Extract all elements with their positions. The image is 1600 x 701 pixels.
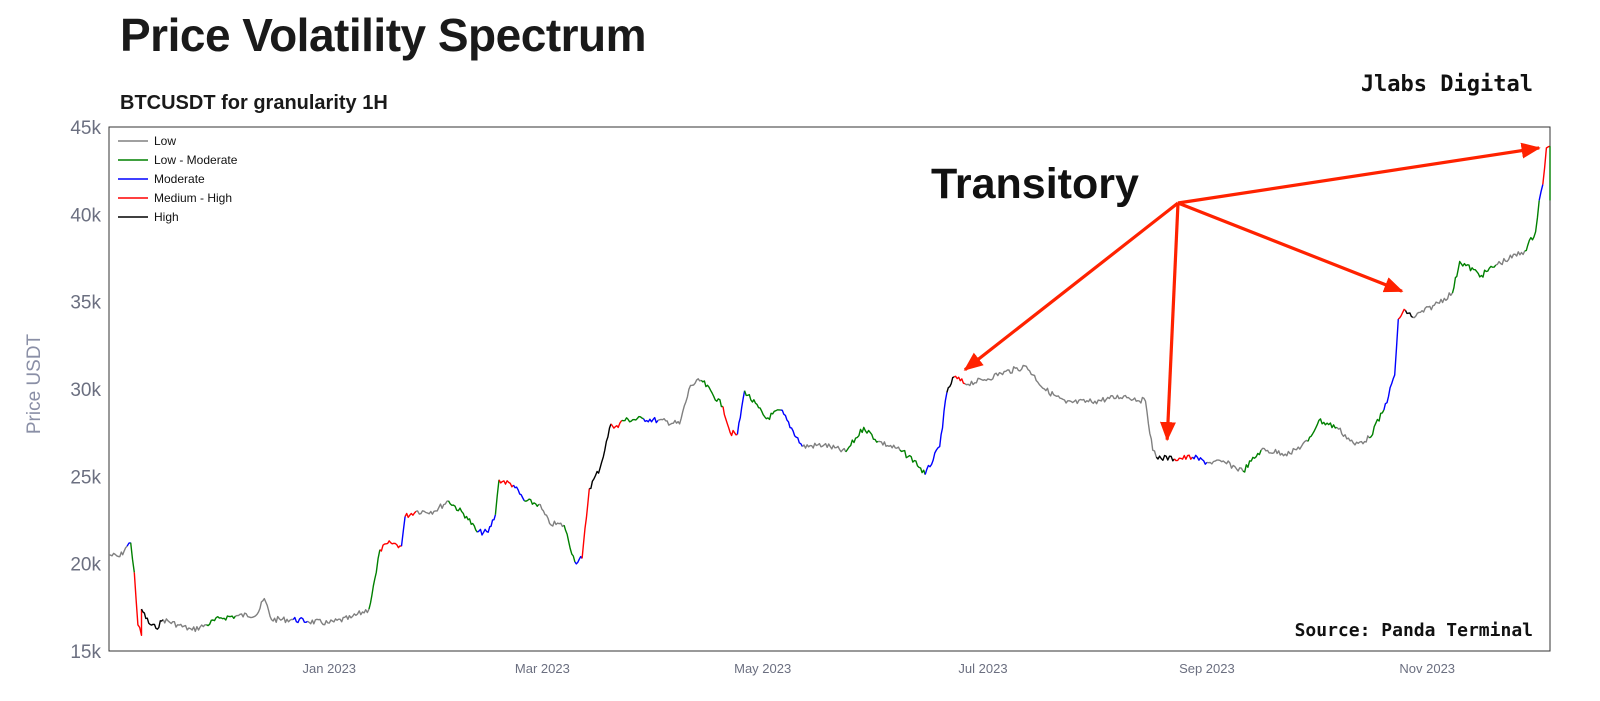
y-tick-label: 25k xyxy=(70,467,101,488)
series-segment xyxy=(379,540,402,552)
y-axis: 15k 20k 25k 30k 35k 40k 45k xyxy=(70,118,101,663)
series-segment xyxy=(1538,184,1544,201)
x-tick-label: Nov 2023 xyxy=(1399,661,1455,676)
series-segment xyxy=(946,376,955,393)
series-segment xyxy=(498,479,515,488)
x-tick-label: Mar 2023 xyxy=(515,661,570,676)
series-segment xyxy=(801,442,847,453)
series-segment xyxy=(780,409,804,447)
annotation-arrow xyxy=(1159,202,1180,442)
series-segment xyxy=(589,423,612,490)
series-segment xyxy=(415,500,449,515)
series-segment xyxy=(476,514,497,536)
series-segment xyxy=(140,608,164,630)
series-segment xyxy=(1260,439,1309,457)
legend-label: Moderate xyxy=(154,172,205,186)
series-segment xyxy=(743,390,781,421)
series-segment xyxy=(524,498,540,507)
series-segment xyxy=(1383,319,1399,411)
price-series xyxy=(108,145,1551,636)
series-segment xyxy=(1206,459,1244,472)
series-segment xyxy=(235,597,294,624)
series-segment xyxy=(538,503,565,528)
series-segment xyxy=(563,525,576,563)
x-tick-label: May 2023 xyxy=(734,661,791,676)
series-segment xyxy=(512,484,525,502)
source-label: Source: Panda Terminal xyxy=(1294,620,1533,641)
series-segment xyxy=(1242,449,1262,473)
legend-label: Low xyxy=(154,134,176,148)
series-segment xyxy=(404,510,417,519)
series-segment xyxy=(307,608,370,626)
series-segment xyxy=(736,390,746,435)
series-segment xyxy=(621,415,644,423)
series-segment xyxy=(1336,426,1370,446)
legend: Low Low - Moderate Moderate Medium - High Hi… xyxy=(118,134,238,224)
series-segment xyxy=(1451,260,1497,294)
series-segment xyxy=(722,406,738,437)
series-segment xyxy=(845,426,879,453)
annotation-arrow xyxy=(1177,201,1404,293)
series-segment xyxy=(657,378,702,426)
series-segment xyxy=(1524,200,1540,252)
series-segment xyxy=(108,545,128,558)
y-tick-label: 15k xyxy=(70,642,101,663)
series-segment xyxy=(400,516,406,547)
chart-title: Price Volatility Spectrum xyxy=(120,9,647,61)
series-segment xyxy=(1397,308,1406,320)
y-tick-label: 40k xyxy=(70,205,101,226)
series-segment xyxy=(642,416,659,424)
series-segment xyxy=(1192,454,1208,465)
brand-label: Jlabs Digital xyxy=(1360,72,1533,97)
series-segment xyxy=(133,572,143,636)
chart-subtitle: BTCUSDT for granularity 1H xyxy=(120,92,388,114)
annotation-arrow xyxy=(1177,142,1541,205)
series-segment xyxy=(581,488,590,559)
series-segment xyxy=(494,479,500,515)
x-tick-label: Sep 2023 xyxy=(1179,661,1235,676)
series-segment xyxy=(1412,292,1454,319)
series-segment xyxy=(574,555,583,565)
series-segment xyxy=(878,440,901,451)
series-segment xyxy=(1369,409,1385,439)
series-segment xyxy=(953,375,966,385)
x-tick-label: Jul 2023 xyxy=(958,661,1007,676)
y-axis-label: Price USDT xyxy=(24,333,45,434)
x-axis: Jan 2023 Mar 2023 May 2023 Jul 2023 Sep 2023… xyxy=(303,661,1455,676)
series-segment xyxy=(368,549,381,610)
x-tick-label: Jan 2023 xyxy=(303,661,357,676)
series-segment xyxy=(292,616,308,624)
y-tick-label: 20k xyxy=(70,555,101,576)
series-segment xyxy=(130,542,135,573)
series-segment xyxy=(162,618,207,633)
series-segment xyxy=(1404,310,1414,318)
series-segment xyxy=(899,449,926,475)
annotation-label: Transitory xyxy=(931,160,1139,208)
y-tick-label: 45k xyxy=(70,118,101,139)
y-tick-label: 30k xyxy=(70,380,101,401)
series-segment xyxy=(924,392,948,475)
y-tick-label: 35k xyxy=(70,293,101,314)
series-segment xyxy=(964,364,1157,458)
series-segment xyxy=(1173,454,1194,462)
legend-label: Medium - High xyxy=(154,191,232,205)
legend-label: High xyxy=(154,210,179,224)
series-segment xyxy=(1307,418,1338,442)
series-segment xyxy=(1155,454,1175,462)
series-segment xyxy=(1542,145,1551,185)
series-segment xyxy=(447,500,478,533)
legend-label: Low - Moderate xyxy=(154,153,238,167)
series-segment xyxy=(610,419,623,429)
plot-frame xyxy=(108,126,1551,652)
annotation-arrow xyxy=(963,201,1179,372)
series-segment xyxy=(700,379,724,408)
annotation-layer: Transitory xyxy=(931,142,1541,442)
series-segment xyxy=(206,615,236,627)
series-segment xyxy=(1495,250,1526,266)
